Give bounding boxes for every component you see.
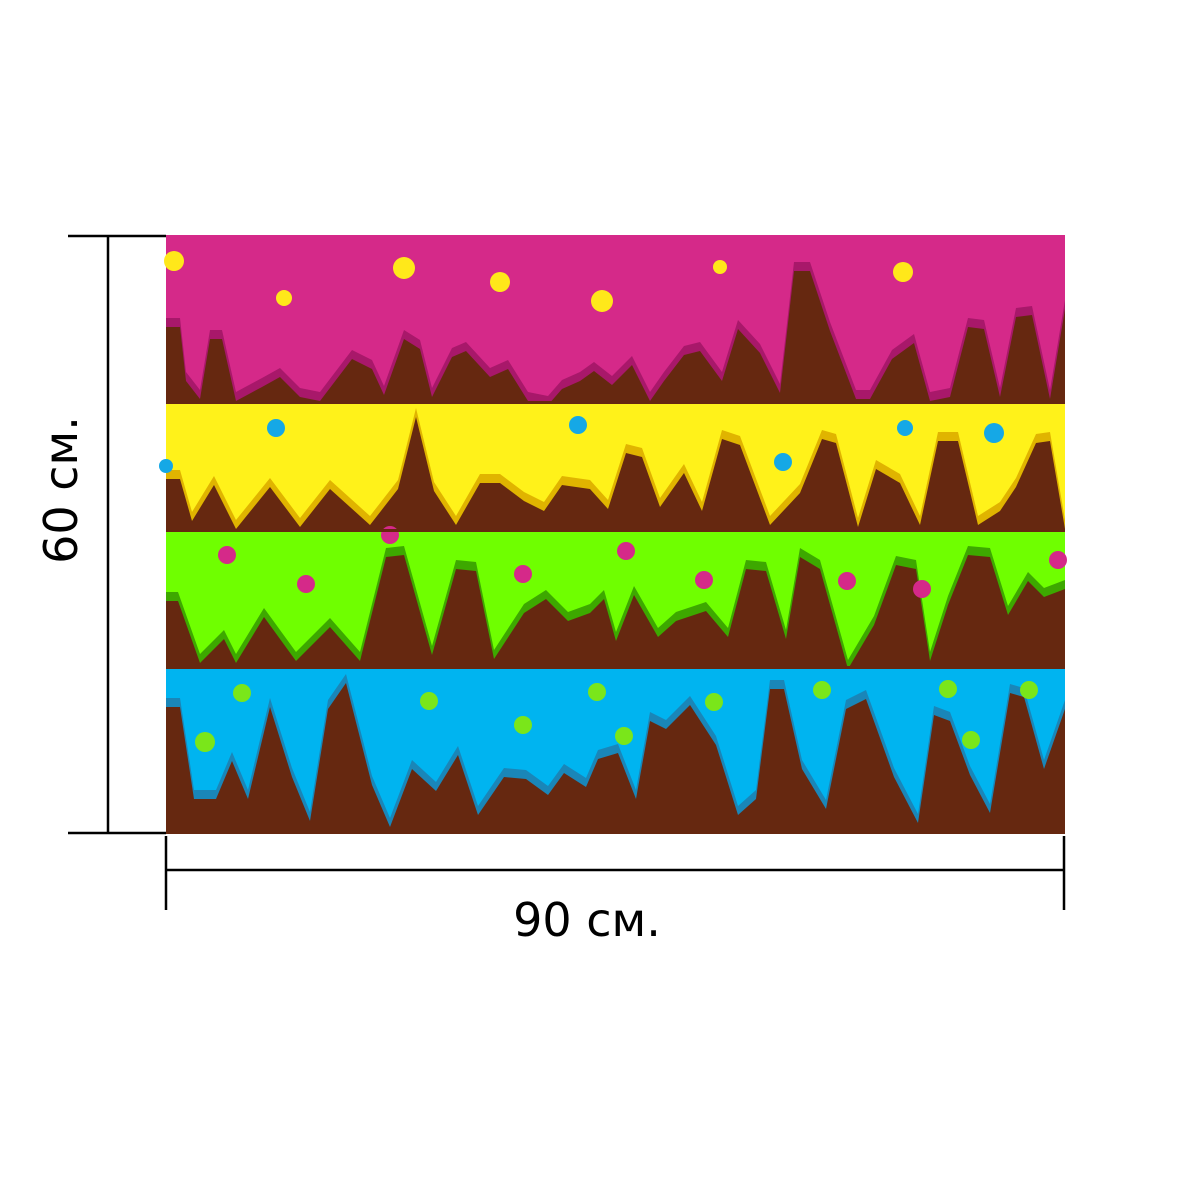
- sprinkle-dot: [164, 251, 184, 271]
- sprinkle-dot: [984, 423, 1004, 443]
- blue-icing-band: [166, 668, 1065, 827]
- width-label: 90 см.: [513, 893, 661, 947]
- sprinkle-dot: [591, 290, 613, 312]
- sprinkle-dot: [490, 272, 510, 292]
- sprinkle-dot: [913, 580, 931, 598]
- blue-icing-drips: [166, 668, 1065, 818]
- sprinkle-dot: [713, 260, 727, 274]
- sprinkle-dot: [267, 419, 285, 437]
- yellow-icing-drips: [166, 402, 1065, 520]
- sprinkle-dot: [1049, 551, 1067, 569]
- green-icing-band: [166, 526, 1067, 669]
- height-label: 60 см.: [34, 416, 88, 564]
- sprinkle-dot: [774, 453, 792, 471]
- sprinkle-dot: [897, 420, 913, 436]
- sprinkle-dot: [159, 459, 173, 473]
- sprinkle-dot: [695, 571, 713, 589]
- sprinkle-dot: [218, 546, 236, 564]
- sprinkle-dot: [276, 290, 292, 306]
- sprinkle-dot: [381, 526, 399, 544]
- green-icing-drips: [166, 530, 1065, 660]
- height-dimension-line: [68, 234, 166, 835]
- sprinkle-dot: [297, 575, 315, 593]
- sprinkle-dot: [838, 572, 856, 590]
- sprinkle-dot: [939, 680, 957, 698]
- pink-icing-drips: [166, 235, 1065, 396]
- yellow-icing-band: [159, 402, 1065, 529]
- sprinkle-dot: [1020, 681, 1038, 699]
- candy-drip-pattern-artwork: [159, 235, 1067, 834]
- sprinkle-dot: [893, 262, 913, 282]
- sprinkle-dot: [393, 257, 415, 279]
- sprinkle-dot: [195, 732, 215, 752]
- sprinkle-dot: [233, 684, 251, 702]
- band-divider: [166, 666, 1065, 669]
- sprinkle-dot: [705, 693, 723, 711]
- band-divider: [166, 529, 1065, 532]
- band-divider: [166, 401, 1065, 404]
- pink-icing-band: [164, 235, 1065, 405]
- sprinkle-dot: [962, 731, 980, 749]
- sprinkle-dot: [420, 692, 438, 710]
- sprinkle-dot: [514, 565, 532, 583]
- sprinkle-dot: [569, 416, 587, 434]
- sprinkle-dot: [813, 681, 831, 699]
- width-dimension-line: [164, 836, 1066, 910]
- sprinkle-dot: [615, 727, 633, 745]
- sprinkle-dot: [514, 716, 532, 734]
- sprinkle-dot: [617, 542, 635, 560]
- sprinkle-dot: [588, 683, 606, 701]
